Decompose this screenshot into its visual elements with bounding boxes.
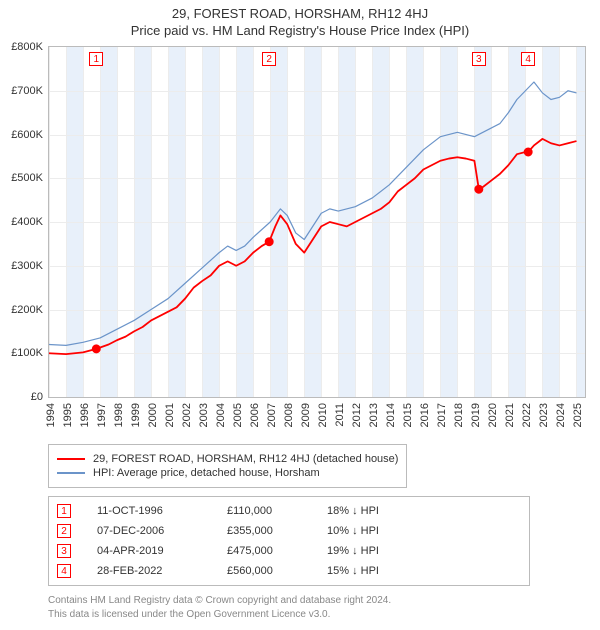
- transaction-row-marker: 4: [57, 564, 71, 578]
- transaction-date: 11-OCT-1996: [97, 505, 227, 517]
- legend-item-property: 29, FOREST ROAD, HORSHAM, RH12 4HJ (deta…: [57, 453, 398, 465]
- transaction-price: £110,000: [227, 505, 327, 517]
- x-axis-label: 1995: [62, 403, 74, 427]
- x-axis-label: 2022: [521, 403, 533, 427]
- x-axis-label: 1996: [79, 403, 91, 427]
- transaction-price: £560,000: [227, 565, 327, 577]
- x-axis-label: 2008: [283, 403, 295, 427]
- transaction-row-marker: 3: [57, 544, 71, 558]
- x-axis-label: 2019: [470, 403, 482, 427]
- page-container: 29, FOREST ROAD, HORSHAM, RH12 4HJ Price…: [0, 0, 600, 622]
- x-axis-label: 2003: [198, 403, 210, 427]
- chart-title-subtitle: Price paid vs. HM Land Registry's House …: [0, 23, 600, 38]
- y-axis-label: £0: [31, 391, 49, 403]
- x-axis-label: 1994: [45, 403, 57, 427]
- transaction-price: £355,000: [227, 525, 327, 537]
- x-axis-label: 2007: [266, 403, 278, 427]
- transaction-row: 4 28-FEB-2022£560,00015% ↓ HPI: [49, 561, 529, 581]
- chart-svg: [49, 47, 585, 397]
- transaction-marker: 3: [472, 52, 486, 66]
- transaction-diff: 18% ↓ HPI: [327, 505, 521, 517]
- transaction-row: 1 11-OCT-1996£110,00018% ↓ HPI: [49, 501, 529, 521]
- x-axis-label: 2017: [436, 403, 448, 427]
- x-axis-label: 1997: [96, 403, 108, 427]
- transaction-row: 3 04-APR-2019£475,00019% ↓ HPI: [49, 541, 529, 561]
- transaction-date: 07-DEC-2006: [97, 525, 227, 537]
- price-chart: £0£100K£200K£300K£400K£500K£600K£700K£80…: [48, 46, 586, 398]
- y-axis-label: £600K: [11, 129, 49, 141]
- x-axis-label: 2009: [300, 403, 312, 427]
- x-axis-label: 2023: [538, 403, 550, 427]
- x-axis-label: 2021: [504, 403, 516, 427]
- x-axis-label: 2016: [419, 403, 431, 427]
- transaction-row-marker: 2: [57, 524, 71, 538]
- y-axis-label: £200K: [11, 304, 49, 316]
- x-axis-label: 2025: [572, 403, 584, 427]
- transaction-marker: 4: [521, 52, 535, 66]
- x-axis-label: 2004: [215, 403, 227, 427]
- transaction-price: £475,000: [227, 545, 327, 557]
- footer-line1: Contains HM Land Registry data © Crown c…: [48, 594, 592, 608]
- transaction-row: 2 07-DEC-2006£355,00010% ↓ HPI: [49, 521, 529, 541]
- x-axis-label: 1999: [130, 403, 142, 427]
- x-axis-label: 2002: [181, 403, 193, 427]
- x-axis-label: 2006: [249, 403, 261, 427]
- x-axis-label: 2000: [147, 403, 159, 427]
- chart-titles: 29, FOREST ROAD, HORSHAM, RH12 4HJ Price…: [0, 6, 600, 38]
- transaction-diff: 19% ↓ HPI: [327, 545, 521, 557]
- x-axis-label: 2005: [232, 403, 244, 427]
- legend-label-property: 29, FOREST ROAD, HORSHAM, RH12 4HJ (deta…: [93, 453, 398, 465]
- y-axis-label: £100K: [11, 347, 49, 359]
- x-axis-label: 2018: [453, 403, 465, 427]
- legend-swatch-property: [57, 458, 85, 460]
- x-axis-label: 2012: [351, 403, 363, 427]
- x-axis-label: 2024: [555, 403, 567, 427]
- transaction-date: 04-APR-2019: [97, 545, 227, 557]
- footer-attribution: Contains HM Land Registry data © Crown c…: [48, 594, 592, 622]
- legend-item-hpi: HPI: Average price, detached house, Hors…: [57, 467, 398, 479]
- x-axis-label: 2015: [402, 403, 414, 427]
- x-axis-label: 2020: [487, 403, 499, 427]
- legend-label-hpi: HPI: Average price, detached house, Hors…: [93, 467, 320, 479]
- transaction-date: 28-FEB-2022: [97, 565, 227, 577]
- x-axis-label: 2010: [317, 403, 329, 427]
- y-axis-label: £700K: [11, 85, 49, 97]
- x-axis-label: 1998: [113, 403, 125, 427]
- transaction-marker: 2: [262, 52, 276, 66]
- transaction-diff: 15% ↓ HPI: [327, 565, 521, 577]
- legend-swatch-hpi: [57, 472, 85, 474]
- transaction-marker: 1: [89, 52, 103, 66]
- x-axis-label: 2014: [385, 403, 397, 427]
- transaction-diff: 10% ↓ HPI: [327, 525, 521, 537]
- chart-title-address: 29, FOREST ROAD, HORSHAM, RH12 4HJ: [0, 6, 600, 21]
- y-axis-label: £800K: [11, 41, 49, 53]
- y-axis-label: £400K: [11, 216, 49, 228]
- transactions-table: 1 11-OCT-1996£110,00018% ↓ HPI 2 07-DEC-200…: [48, 496, 530, 586]
- x-axis-label: 2001: [164, 403, 176, 427]
- chart-legend: 29, FOREST ROAD, HORSHAM, RH12 4HJ (deta…: [48, 444, 407, 488]
- x-axis-label: 2013: [368, 403, 380, 427]
- transaction-row-marker: 1: [57, 504, 71, 518]
- y-axis-label: £500K: [11, 172, 49, 184]
- x-axis-label: 2011: [334, 403, 346, 427]
- y-axis-label: £300K: [11, 260, 49, 272]
